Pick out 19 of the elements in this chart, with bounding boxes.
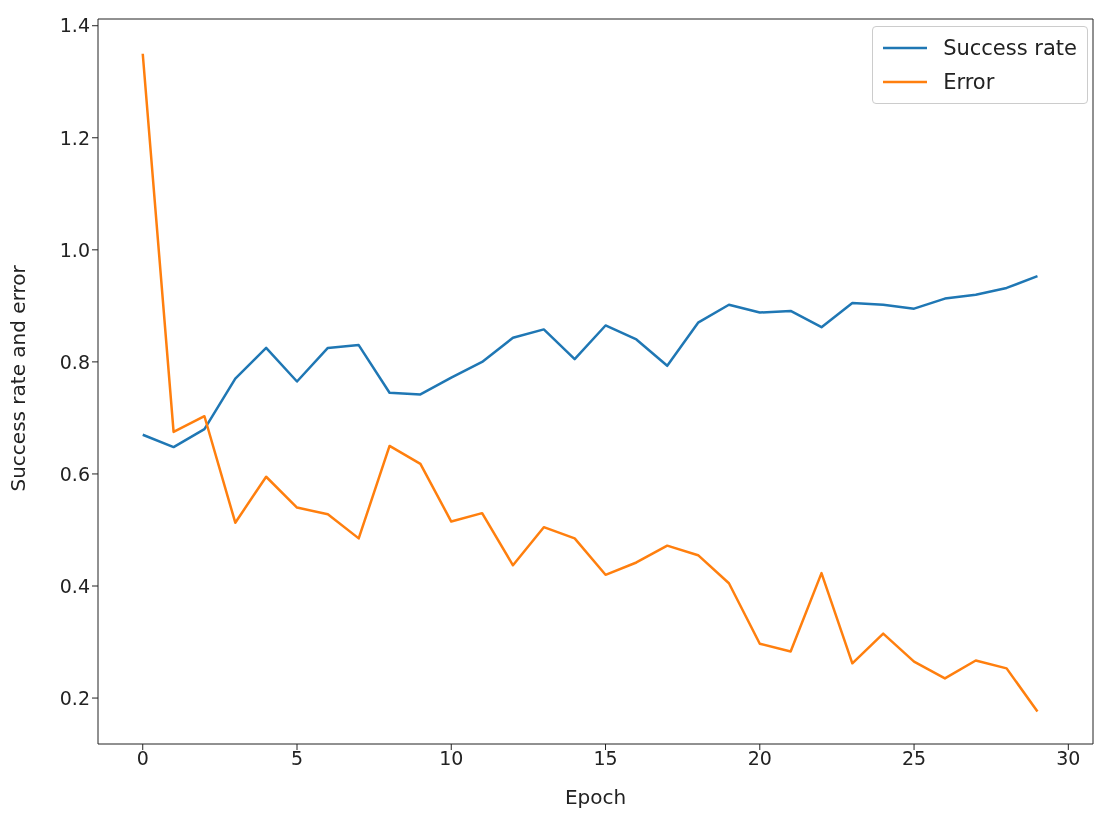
legend-label: Error	[943, 69, 995, 96]
x-tick-label: 10	[439, 747, 464, 770]
y-tick-label: 0.2	[59, 686, 90, 709]
x-tick-label: 30	[1056, 747, 1081, 770]
x-tick-label: 25	[901, 747, 927, 770]
y-tick-label: 1.4	[59, 14, 90, 37]
legend-label: Success rate	[943, 35, 1077, 62]
y-tick-label: 1.0	[59, 238, 90, 261]
y-axis-title: Success rate and error	[6, 264, 31, 492]
y-tick-label: 1.2	[59, 126, 90, 149]
x-tick-label: 0	[136, 747, 149, 770]
x-tick-label: 20	[747, 747, 772, 770]
y-tick-label: 0.4	[59, 574, 90, 597]
x-axis-title: Epoch	[564, 785, 627, 809]
x-tick-label: 5	[290, 747, 304, 770]
y-tick-label: 0.6	[59, 462, 90, 485]
line-series	[141, 274, 1039, 449]
y-tick-label: 0.8	[59, 350, 90, 373]
x-tick-label: 15	[593, 747, 618, 770]
